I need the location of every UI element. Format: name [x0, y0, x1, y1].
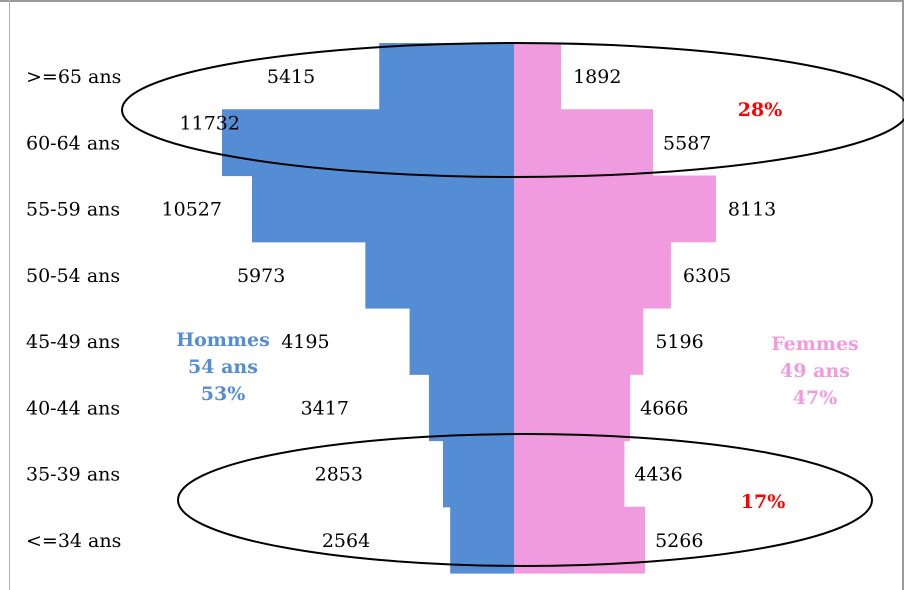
value-label-women-35-39-ans: 4436: [634, 464, 682, 486]
bar-women-35-39-ans: [514, 440, 625, 508]
value-label-women-ge-65-ans: 1892: [573, 66, 621, 88]
bar-women-50-54-ans: [514, 241, 671, 309]
ellipses-layer: 28% 17%: [121, 42, 904, 567]
bar-women-60-64-ans: [514, 109, 654, 177]
women-label-percent: 47%: [793, 387, 838, 409]
labels-layer: >=65 ans 5415 1892 60-64 ans 11732 5587 55-59 …: [26, 66, 776, 552]
bar-men-50-54-ans: [365, 241, 514, 309]
value-label-men-50-54-ans: 5973: [237, 265, 285, 287]
men-label-percent: 53%: [201, 383, 246, 405]
value-label-men-le-34-ans: 2564: [322, 530, 370, 552]
men-label-name: Hommes: [176, 329, 270, 351]
bar-men-35-39-ans: [442, 440, 514, 508]
tick-label-35-39-ans: 35-39 ans: [26, 464, 120, 486]
tick-label-ge-65-ans: >=65 ans: [26, 66, 121, 88]
bar-men-le-34-ans: [450, 506, 514, 574]
bars-layer: [222, 43, 716, 574]
value-label-men-60-64-ans: 11732: [180, 112, 240, 134]
women-label-age: 49 ans: [780, 360, 850, 382]
tick-label-50-54-ans: 50-54 ans: [26, 265, 120, 287]
men-label-age: 54 ans: [188, 356, 258, 378]
bar-women-45-49-ans: [514, 308, 644, 375]
value-label-men-55-59-ans: 10527: [162, 199, 222, 221]
value-label-women-le-34-ans: 5266: [655, 530, 703, 552]
frame-left-rule: [9, 0, 10, 590]
bar-men-40-44-ans: [428, 374, 514, 442]
tick-label-45-49-ans: 45-49 ans: [26, 331, 120, 353]
bar-women-ge-65-ans: [514, 43, 562, 110]
value-label-men-40-44-ans: 3417: [301, 397, 349, 419]
value-label-women-40-44-ans: 4666: [640, 397, 688, 419]
value-label-women-45-49-ans: 5196: [655, 331, 703, 353]
value-label-women-60-64-ans: 5587: [663, 132, 711, 154]
group-labels-layer: Hommes 54 ans 53% Femmes 49 ans 47%: [176, 329, 859, 409]
annotation-percent-2: 17%: [741, 491, 786, 513]
value-label-men-35-39-ans: 2853: [315, 464, 363, 486]
bar-men-ge-65-ans: [379, 43, 514, 110]
value-label-men-45-49-ans: 4195: [281, 331, 329, 353]
value-label-women-55-59-ans: 8113: [728, 199, 776, 221]
bar-women-40-44-ans: [514, 374, 631, 442]
bar-women-le-34-ans: [514, 506, 646, 574]
tick-label-le-34-ans: <=34 ans: [26, 530, 121, 552]
tick-label-40-44-ans: 40-44 ans: [26, 397, 120, 419]
tick-label-55-59-ans: 55-59 ans: [26, 199, 120, 221]
annotation-ellipse-2: [177, 433, 873, 567]
women-label-name: Femmes: [771, 333, 859, 355]
bar-men-60-64-ans: [222, 109, 514, 177]
annotation-ellipse-1: [121, 42, 904, 178]
bar-men-55-59-ans: [251, 175, 515, 243]
bar-men-45-49-ans: [409, 308, 514, 375]
bar-women-55-59-ans: [514, 175, 716, 243]
value-label-men-ge-65-ans: 5415: [267, 66, 315, 88]
tick-label-60-64-ans: 60-64 ans: [26, 132, 120, 154]
annotation-percent-1: 28%: [738, 99, 783, 121]
value-label-women-50-54-ans: 6305: [683, 265, 731, 287]
